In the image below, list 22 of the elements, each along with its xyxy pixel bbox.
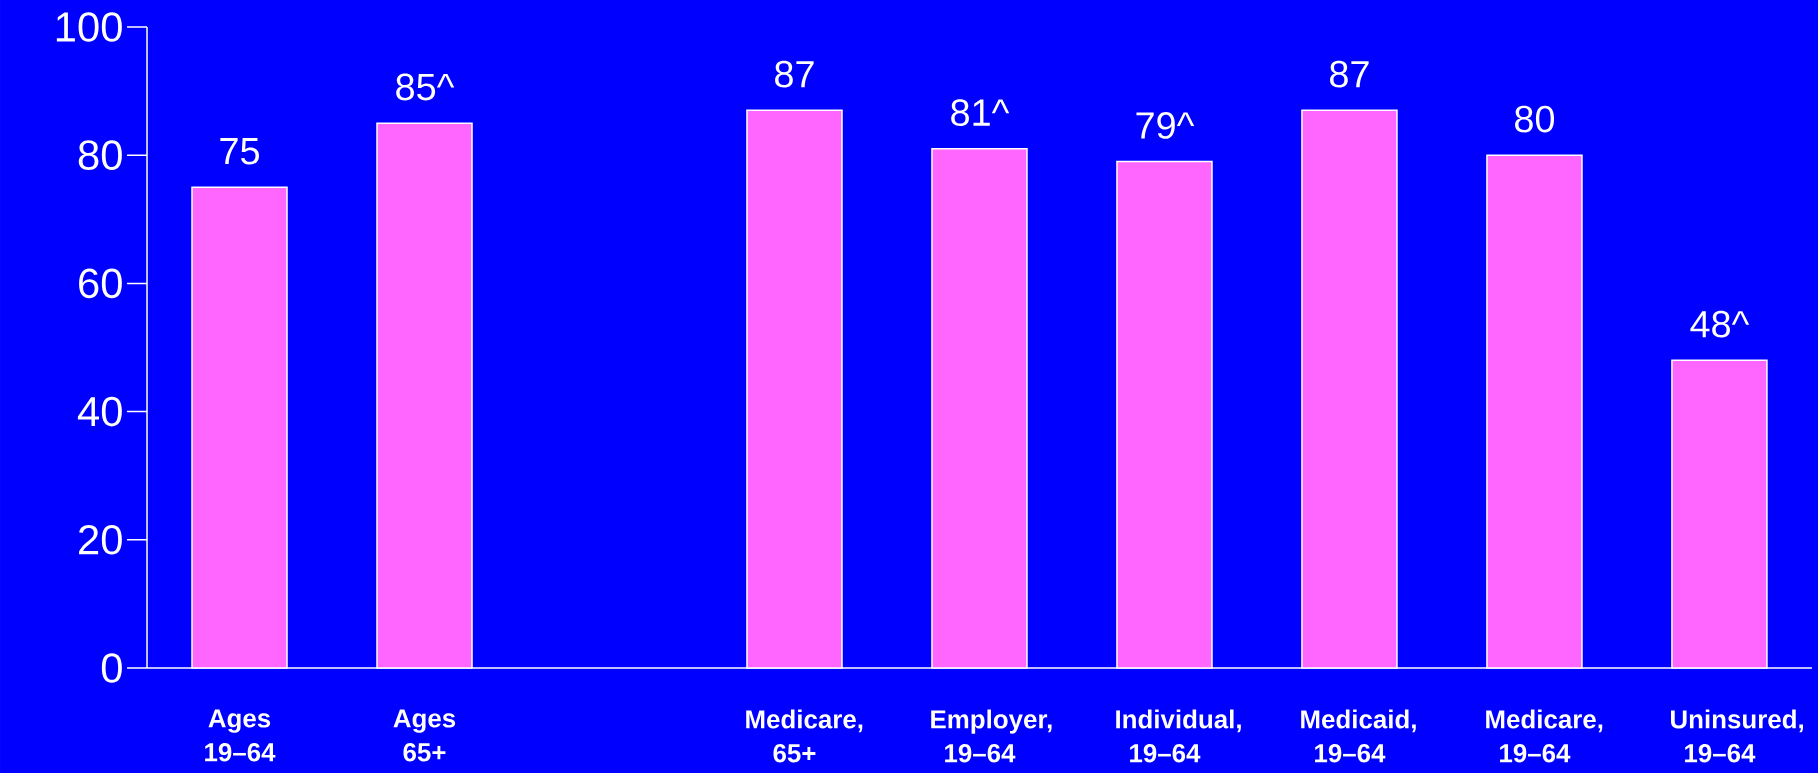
data-label: 79^ bbox=[1136, 112, 1195, 139]
x-tick-label: Individual, 19–64 bbox=[1116, 709, 1241, 763]
y-tick-label: 80 bbox=[78, 140, 122, 170]
data-label: 87 bbox=[1330, 60, 1369, 88]
y-tick-label: 40 bbox=[77, 396, 122, 427]
x-tick-label: Uninsured, 19–64 bbox=[1671, 709, 1803, 763]
x-tick-label: Medicaid, 19–64 bbox=[1301, 709, 1416, 763]
x-tick-label: Medicare, 65+ bbox=[746, 709, 863, 763]
x-tick-label: Employer, 19–64 bbox=[931, 709, 1052, 763]
x-tick-label: Ages 65+ bbox=[393, 709, 456, 762]
data-label: 85^ bbox=[396, 73, 455, 101]
y-tick-label: 60 bbox=[79, 268, 122, 299]
data-label: 80 bbox=[1515, 105, 1555, 133]
x-tick-label: Medicare, 19–64 bbox=[1486, 709, 1603, 763]
y-tick-label: 0 bbox=[101, 653, 122, 683]
data-label: 75 bbox=[220, 138, 259, 165]
data-label: 87 bbox=[775, 60, 814, 88]
data-label: 48^ bbox=[1690, 310, 1750, 338]
y-tick-label: 20 bbox=[79, 524, 122, 555]
x-tick-label: Ages 19–64 bbox=[205, 709, 276, 762]
data-label: 81^ bbox=[951, 99, 1010, 127]
y-tick-label: 100 bbox=[56, 12, 122, 42]
